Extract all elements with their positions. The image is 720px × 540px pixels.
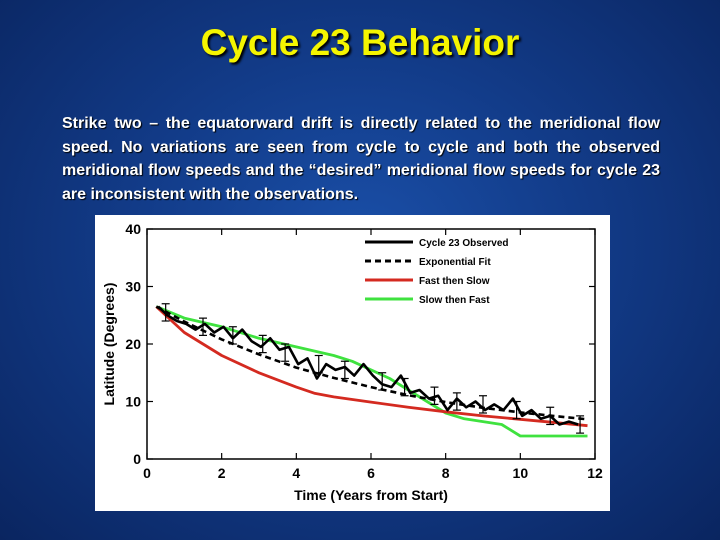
slide-body-text: Strike two – the equatorward drift is di…	[62, 115, 660, 203]
y-tick-label: 30	[125, 279, 141, 295]
y-tick-label: 20	[125, 336, 141, 352]
legend-label: Slow then Fast	[419, 295, 490, 306]
y-tick-label: 10	[125, 394, 141, 410]
x-tick-label: 12	[587, 465, 603, 481]
legend-label: Cycle 23 Observed	[419, 238, 509, 249]
chart-panel: 0 2 4 6 8 10 12 0 10 20 30 40 Time (Years from Start…	[95, 215, 610, 511]
x-tick-label: 2	[218, 465, 226, 481]
x-tick-label: 10	[513, 465, 529, 481]
x-axis-label: Time (Years from Start)	[294, 487, 448, 503]
x-tick-label: 6	[367, 465, 375, 481]
series-line-cycle-23-observed	[157, 305, 579, 426]
y-axis-label: Latitude (Degrees)	[101, 283, 117, 406]
plot-frame	[146, 228, 596, 460]
slide-title: Cycle 23 Behavior	[200, 22, 520, 63]
legend-label: Exponential Fit	[419, 257, 491, 268]
x-tick-label: 0	[143, 465, 151, 481]
x-tick-label: 8	[442, 465, 450, 481]
y-tick-label: 40	[125, 221, 141, 237]
series-line-fast-then-slow	[155, 305, 588, 428]
legend-label: Fast then Slow	[419, 276, 490, 287]
y-tick-label: 0	[133, 451, 141, 467]
latitude-time-chart: 0 2 4 6 8 10 12 0 10 20 30 40 Time (Years from Start…	[101, 221, 603, 503]
x-tick-label: 4	[292, 465, 300, 481]
